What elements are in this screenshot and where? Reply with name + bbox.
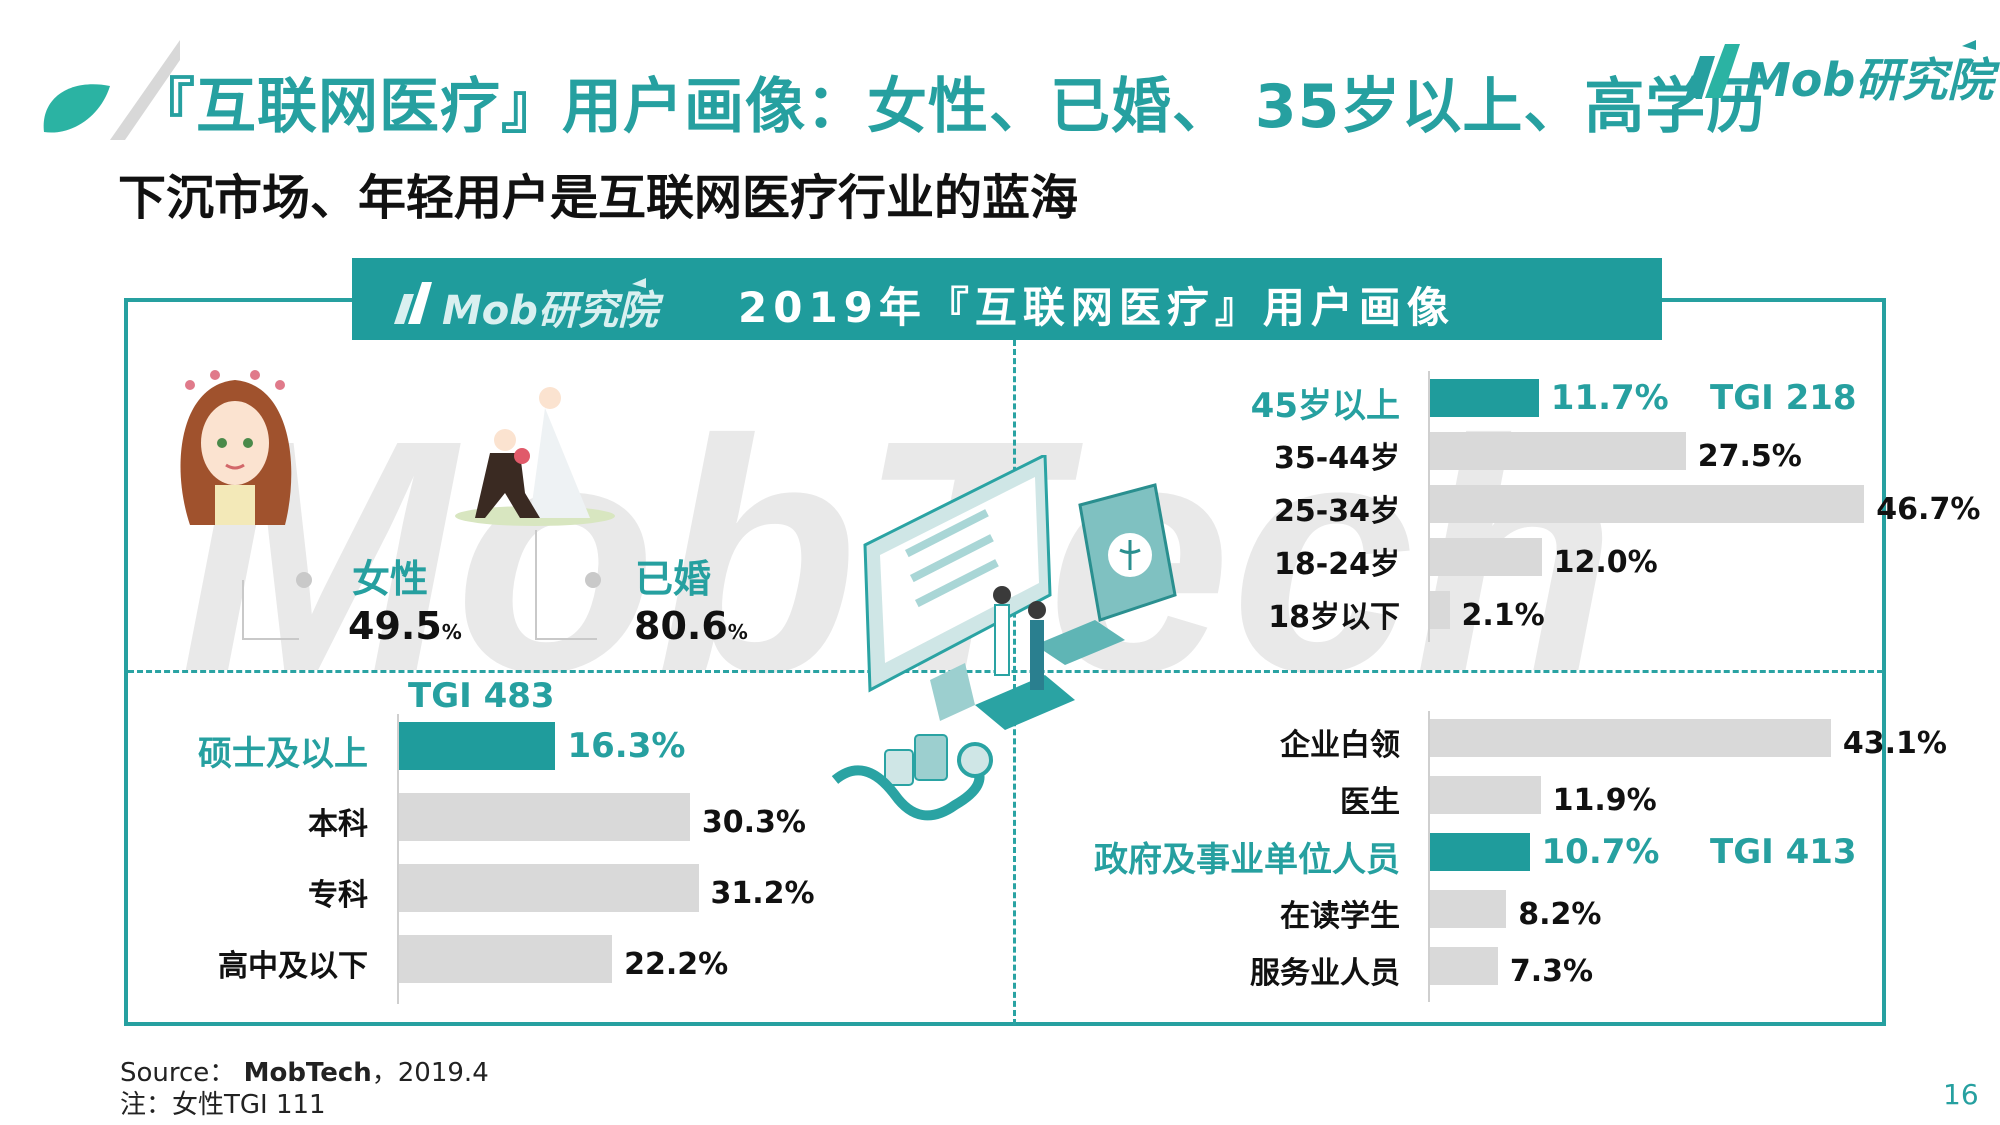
education-axis-line bbox=[397, 714, 399, 1004]
mob-logo-icon bbox=[1685, 40, 1976, 98]
education-bar bbox=[399, 935, 613, 983]
education-value-label: 16.3% bbox=[567, 725, 686, 766]
occupation-axis-line bbox=[1428, 711, 1430, 1002]
education-value-label: 31.2% bbox=[710, 876, 815, 911]
age-category-label: 45岁以上 bbox=[1250, 385, 1400, 426]
occupation-bar bbox=[1430, 776, 1541, 814]
education-bar bbox=[399, 722, 556, 770]
education-value-label: 30.3% bbox=[701, 805, 806, 840]
occupation-bar bbox=[1430, 947, 1498, 985]
age-tgi-label: TGI 218 bbox=[1710, 378, 1857, 418]
woman-illustration-icon bbox=[180, 370, 292, 525]
page-subtitle: 下沉市场、年轻用户是互联网医疗行业的蓝海 bbox=[118, 170, 1079, 226]
age-axis-line bbox=[1428, 371, 1430, 642]
age-value-label: 11.7% bbox=[1550, 377, 1669, 418]
age-value-label: 27.5% bbox=[1697, 439, 1802, 474]
footnote: 注：女性TGI 111 bbox=[120, 1090, 326, 1120]
panel-header-band bbox=[352, 258, 1662, 340]
age-category-label: 18-24岁 bbox=[1274, 547, 1400, 582]
education-category-label: 本科 bbox=[308, 807, 368, 842]
occupation-category-label: 服务业人员 bbox=[1250, 956, 1400, 991]
education-bar bbox=[399, 864, 699, 912]
source-note: Source： MobTech，2019.4 bbox=[120, 1058, 489, 1088]
age-bar bbox=[1430, 538, 1542, 576]
occupation-value-label: 10.7% bbox=[1541, 831, 1660, 872]
occupation-category-label: 政府及事业单位人员 bbox=[1094, 839, 1400, 880]
age-bar bbox=[1430, 485, 1865, 523]
age-bar bbox=[1430, 432, 1686, 470]
occupation-bar bbox=[1430, 833, 1530, 871]
age-bar bbox=[1430, 591, 1450, 629]
page-title: 『互联网医疗』用户画像：女性、已婚、 35岁以上、高学历 bbox=[135, 72, 1768, 142]
age-value-label: 12.0% bbox=[1553, 545, 1658, 580]
panel-mob-logo-icon bbox=[394, 278, 646, 324]
occupation-tgi-label: TGI 413 bbox=[1710, 832, 1857, 872]
marital-connector-line bbox=[535, 530, 597, 640]
gender-connector-line bbox=[242, 580, 299, 640]
wedding-couple-illustration-icon bbox=[455, 387, 615, 526]
gender-label: 女性 bbox=[352, 557, 429, 601]
occupation-bar bbox=[1430, 890, 1507, 928]
occupation-category-label: 医生 bbox=[1340, 785, 1400, 820]
occupation-value-label: 7.3% bbox=[1509, 954, 1594, 989]
page-number: 16 bbox=[1943, 1078, 1979, 1111]
occupation-bar bbox=[1430, 719, 1831, 757]
panel-mob-logo-text: Mob研究院 bbox=[442, 288, 658, 334]
occupation-category-label: 在读学生 bbox=[1280, 899, 1400, 934]
age-category-label: 25-34岁 bbox=[1274, 494, 1400, 529]
marital-connector-dot bbox=[585, 572, 601, 588]
vertical-divider bbox=[1013, 340, 1016, 1025]
education-category-label: 专科 bbox=[308, 878, 368, 913]
education-value-label: 22.2% bbox=[624, 947, 729, 982]
education-bar bbox=[399, 793, 690, 841]
medical-illustration-icon bbox=[831, 455, 1177, 821]
occupation-value-label: 8.2% bbox=[1518, 897, 1602, 932]
occupation-category-label: 企业白领 bbox=[1280, 728, 1400, 763]
education-tgi-label: TGI 483 bbox=[408, 676, 555, 716]
mob-logo-text: Mob研究院 bbox=[1745, 53, 1994, 107]
age-bar bbox=[1430, 379, 1539, 417]
occupation-value-label: 43.1% bbox=[1842, 726, 1947, 761]
age-value-label: 2.1% bbox=[1461, 598, 1545, 633]
gender-value: 49.5% bbox=[348, 604, 462, 648]
age-value-label: 46.7% bbox=[1876, 492, 1981, 527]
panel-title: 2019年『互联网医疗』用户画像 bbox=[738, 283, 1455, 332]
occupation-value-label: 11.9% bbox=[1552, 783, 1657, 818]
education-category-label: 硕士及以上 bbox=[198, 733, 368, 774]
marital-label: 已婚 bbox=[635, 557, 712, 601]
education-category-label: 高中及以下 bbox=[218, 949, 368, 984]
age-category-label: 18岁以下 bbox=[1268, 600, 1400, 635]
leaf-logo-icon bbox=[43, 84, 110, 133]
corner-stripe-decoration bbox=[110, 40, 180, 140]
marital-value: 80.6% bbox=[634, 604, 748, 648]
age-category-label: 35-44岁 bbox=[1274, 441, 1400, 476]
gender-connector-dot bbox=[296, 572, 312, 588]
